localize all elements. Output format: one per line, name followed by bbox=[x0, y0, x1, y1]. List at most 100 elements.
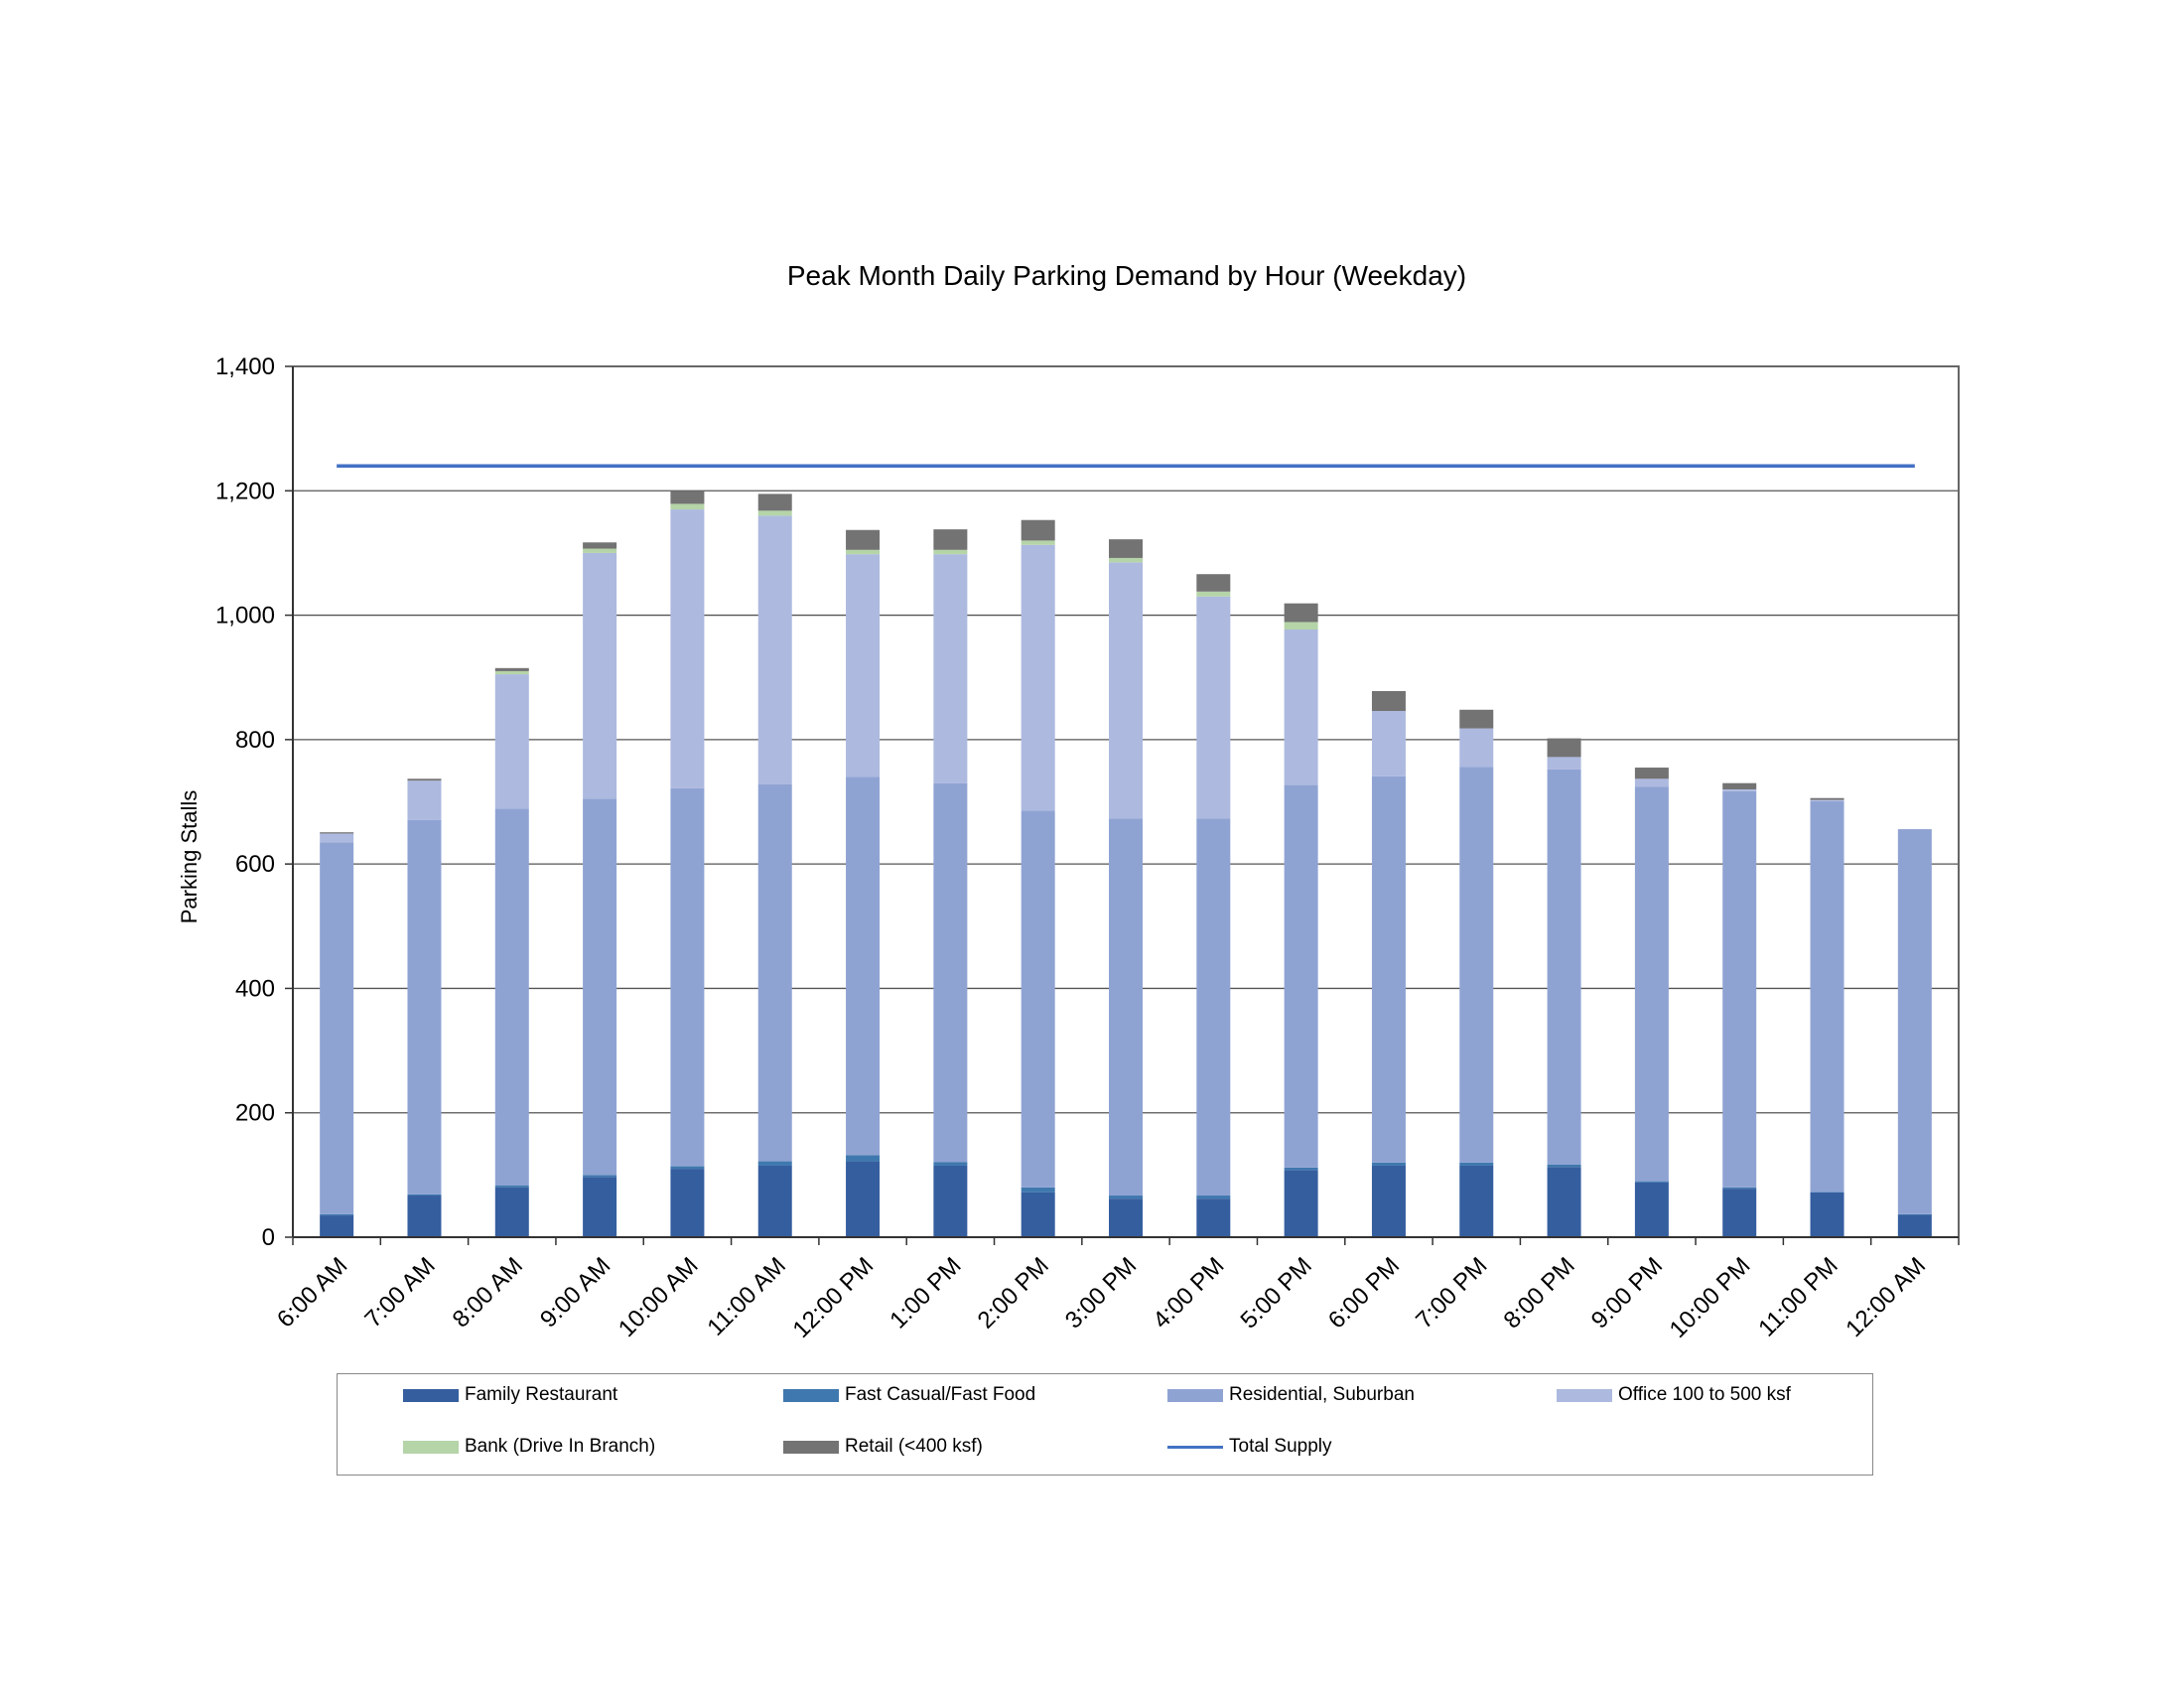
bar-segment-fast-casual-fast-food bbox=[933, 1162, 968, 1166]
legend-swatch bbox=[783, 1440, 839, 1454]
bar-segment-bank-drive-in-branch bbox=[757, 510, 792, 516]
legend-item-residential: Residential, Suburban bbox=[1167, 1384, 1415, 1406]
bar-segment-family-restaurant bbox=[494, 1187, 529, 1237]
bar-segment-fast-casual-fast-food bbox=[1897, 1213, 1932, 1215]
bar-segment-fast-casual-fast-food bbox=[1371, 1162, 1406, 1166]
x-tick-label: 12:00 AM bbox=[1841, 1252, 1931, 1342]
bar-segment-office-100-to-500-ksf bbox=[1459, 728, 1494, 768]
bar-segment-residential-suburban bbox=[1722, 790, 1757, 1188]
bar-segment-fast-casual-fast-food bbox=[583, 1175, 617, 1178]
bar-segment-office-100-to-500-ksf bbox=[933, 554, 968, 783]
legend-label: Fast Casual/Fast Food bbox=[845, 1384, 1036, 1405]
bar-segment-family-restaurant bbox=[1810, 1192, 1844, 1237]
bar-segment-family-restaurant bbox=[670, 1169, 705, 1237]
x-tick-label: 5:00 PM bbox=[1236, 1252, 1317, 1334]
x-tick-label: 2:00 PM bbox=[973, 1252, 1054, 1334]
bar-segment-retail-400-ksf bbox=[933, 529, 968, 550]
x-tick-label: 8:00 AM bbox=[448, 1252, 528, 1333]
x-tick-label: 4:00 PM bbox=[1148, 1252, 1229, 1334]
bar-segment-office-100-to-500-ksf bbox=[320, 833, 354, 843]
bar-segment-residential-suburban bbox=[1371, 775, 1406, 1163]
x-tick-label: 1:00 PM bbox=[885, 1252, 966, 1334]
bar-segment-residential-suburban bbox=[1897, 829, 1932, 1214]
bar-segment-residential-suburban bbox=[1547, 769, 1581, 1165]
bar-segment-family-restaurant bbox=[1897, 1214, 1932, 1237]
bar-segment-family-restaurant bbox=[1196, 1198, 1231, 1237]
bar-segment-family-restaurant bbox=[1634, 1182, 1669, 1237]
x-tick-label: 8:00 PM bbox=[1499, 1252, 1580, 1334]
bar-segment-residential-suburban bbox=[1109, 818, 1143, 1196]
legend-label: Total Supply bbox=[1229, 1436, 1332, 1457]
bar-segment-office-100-to-500-ksf bbox=[1634, 778, 1669, 787]
y-tick-label: 1,200 bbox=[215, 478, 275, 504]
bar-segment-residential-suburban bbox=[846, 776, 881, 1156]
bar-segment-office-100-to-500-ksf bbox=[846, 554, 881, 777]
legend-item-retail: Retail (<400 ksf) bbox=[783, 1436, 983, 1458]
bar-segment-family-restaurant bbox=[1459, 1165, 1494, 1237]
bar-segment-family-restaurant bbox=[1021, 1192, 1055, 1237]
bar-segment-residential-suburban bbox=[1459, 767, 1494, 1163]
bar-segment-residential-suburban bbox=[494, 808, 529, 1187]
bar-segment-bank-drive-in-branch bbox=[1284, 622, 1318, 630]
bar-segment-office-100-to-500-ksf bbox=[494, 674, 529, 809]
bar-segment-retail-400-ksf bbox=[1722, 782, 1757, 789]
bar-segment-residential-suburban bbox=[670, 787, 705, 1167]
chart-title: Peak Month Daily Parking Demand by Hour … bbox=[786, 260, 1467, 291]
bar-segment-bank-drive-in-branch bbox=[670, 503, 705, 510]
bar-segment-fast-casual-fast-food bbox=[757, 1161, 792, 1166]
bar-segment-office-100-to-500-ksf bbox=[1196, 596, 1231, 819]
bar-segment-residential-suburban bbox=[1284, 784, 1318, 1168]
bar-segment-residential-suburban bbox=[1196, 818, 1231, 1196]
x-tick-label: 11:00 PM bbox=[1753, 1252, 1843, 1341]
legend-label: Office 100 to 500 ksf bbox=[1618, 1384, 1791, 1405]
bar-segment-residential-suburban bbox=[933, 782, 968, 1163]
bar-segment-office-100-to-500-ksf bbox=[757, 515, 792, 784]
bar-segment-residential-suburban bbox=[1021, 810, 1055, 1188]
legend-label: Retail (<400 ksf) bbox=[845, 1436, 983, 1457]
legend-item-bank: Bank (Drive In Branch) bbox=[403, 1436, 655, 1458]
bar-segment-bank-drive-in-branch bbox=[1021, 540, 1055, 545]
x-tick-label: 6:00 PM bbox=[1323, 1252, 1405, 1334]
bar-segment-fast-casual-fast-food bbox=[1722, 1187, 1757, 1190]
bar-segment-bank-drive-in-branch bbox=[933, 549, 968, 555]
legend-swatch bbox=[783, 1388, 839, 1402]
bar-segment-retail-400-ksf bbox=[1109, 539, 1143, 558]
x-tick-label: 6:00 AM bbox=[272, 1252, 352, 1333]
x-tick-label: 9:00 AM bbox=[535, 1252, 615, 1333]
bar-segment-bank-drive-in-branch bbox=[494, 670, 529, 675]
bar-segment-fast-casual-fast-food bbox=[1810, 1192, 1844, 1193]
bar-segment-office-100-to-500-ksf bbox=[407, 780, 442, 820]
bar-segment-office-100-to-500-ksf bbox=[1284, 629, 1318, 785]
bar-segment-family-restaurant bbox=[846, 1161, 881, 1237]
y-tick-label: 0 bbox=[262, 1224, 275, 1251]
bar-segment-retail-400-ksf bbox=[1547, 738, 1581, 758]
bar-segment-fast-casual-fast-food bbox=[407, 1194, 442, 1196]
bar-segment-office-100-to-500-ksf bbox=[1021, 544, 1055, 811]
bar-segment-residential-suburban bbox=[407, 819, 442, 1195]
bar-segment-office-100-to-500-ksf bbox=[670, 509, 705, 788]
x-tick-label: 3:00 PM bbox=[1060, 1252, 1142, 1334]
legend-swatch bbox=[403, 1440, 459, 1454]
y-tick-label: 600 bbox=[235, 851, 275, 878]
bar-segment-family-restaurant bbox=[757, 1165, 792, 1237]
bar-segment-family-restaurant bbox=[1284, 1170, 1318, 1237]
bar-segment-family-restaurant bbox=[407, 1196, 442, 1237]
legend-item-fast-casual: Fast Casual/Fast Food bbox=[783, 1384, 1035, 1406]
bar-segment-office-100-to-500-ksf bbox=[1722, 788, 1757, 791]
bar-segment-retail-400-ksf bbox=[1459, 709, 1494, 729]
bar-segment-retail-400-ksf bbox=[846, 529, 881, 550]
legend-line-swatch bbox=[1167, 1445, 1223, 1449]
bar-segment-family-restaurant bbox=[1109, 1198, 1143, 1237]
bar-segment-residential-suburban bbox=[1634, 786, 1669, 1182]
bar-segment-retail-400-ksf bbox=[494, 667, 529, 671]
y-tick-label: 1,000 bbox=[215, 603, 275, 630]
bar-segment-fast-casual-fast-food bbox=[494, 1186, 529, 1188]
bar-segment-office-100-to-500-ksf bbox=[1109, 562, 1143, 819]
bar-segment-bank-drive-in-branch bbox=[583, 548, 617, 553]
bar-segment-retail-400-ksf bbox=[320, 832, 354, 834]
bar-segment-family-restaurant bbox=[1371, 1165, 1406, 1237]
y-tick-label: 400 bbox=[235, 975, 275, 1002]
y-tick-label: 1,400 bbox=[215, 353, 275, 380]
bar-segment-retail-400-ksf bbox=[583, 542, 617, 549]
